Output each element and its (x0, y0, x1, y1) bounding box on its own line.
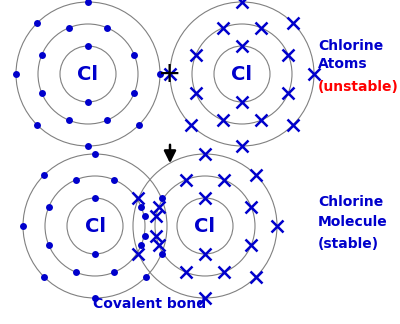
Text: Atoms: Atoms (318, 57, 368, 71)
Text: (stable): (stable) (318, 237, 379, 251)
Text: Cl: Cl (232, 64, 252, 84)
Text: Cl: Cl (78, 64, 98, 84)
Text: +: + (158, 60, 182, 88)
Text: Chlorine: Chlorine (318, 195, 383, 209)
Text: Cl: Cl (84, 216, 106, 236)
Text: Molecule: Molecule (318, 215, 388, 229)
Text: Chlorine: Chlorine (318, 39, 383, 53)
Text: (unstable): (unstable) (318, 80, 399, 94)
Text: Covalent bond: Covalent bond (94, 297, 206, 311)
Text: Cl: Cl (194, 216, 216, 236)
